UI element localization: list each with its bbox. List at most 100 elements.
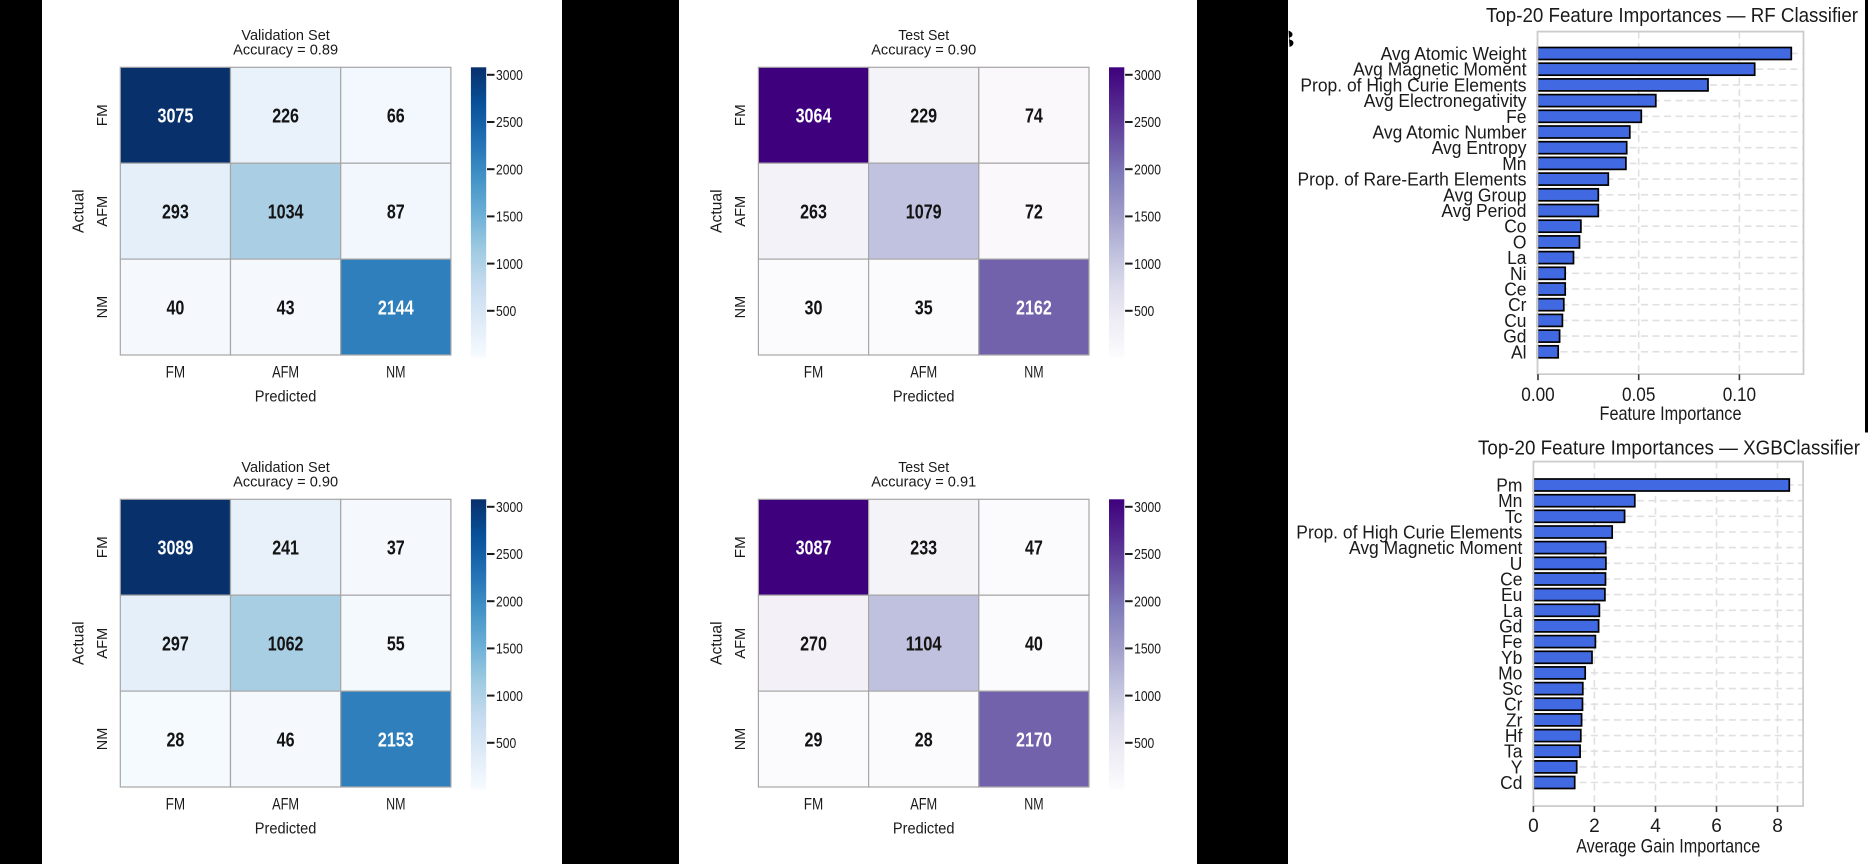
svg-text:Validation Set: Validation Set: [241, 459, 330, 476]
svg-text:Gd: Gd: [1503, 327, 1526, 347]
svg-text:AFM: AFM: [732, 628, 749, 659]
svg-text:Prop. of Rare-Earth Elements: Prop. of Rare-Earth Elements: [1298, 170, 1527, 190]
svg-text:1000: 1000: [496, 257, 523, 273]
svg-text:2000: 2000: [496, 162, 523, 178]
svg-text:43: 43: [277, 297, 295, 319]
svg-text:NM: NM: [732, 296, 749, 319]
svg-text:Gd: Gd: [1499, 616, 1522, 636]
svg-text:Predicted: Predicted: [893, 388, 955, 405]
svg-text:3000: 3000: [496, 68, 523, 84]
svg-text:2500: 2500: [1134, 115, 1161, 131]
svg-text:263: 263: [800, 202, 827, 224]
svg-text:270: 270: [800, 634, 827, 656]
svg-text:FM: FM: [732, 104, 749, 126]
svg-text:Accuracy = 0.90: Accuracy = 0.90: [871, 42, 976, 59]
svg-text:46: 46: [277, 729, 295, 751]
svg-text:2000: 2000: [1134, 594, 1161, 610]
svg-text:Predicted: Predicted: [255, 820, 317, 837]
svg-text:FM: FM: [94, 536, 111, 558]
svg-text:FM: FM: [166, 796, 186, 814]
svg-text:Co: Co: [1504, 217, 1526, 237]
svg-text:1500: 1500: [496, 210, 523, 226]
svg-text:8: 8: [1772, 816, 1783, 837]
svg-text:1104: 1104: [906, 634, 943, 656]
svg-text:Ce: Ce: [1504, 280, 1526, 300]
svg-text:2144: 2144: [378, 297, 414, 319]
svg-text:2500: 2500: [496, 547, 523, 563]
svg-text:2500: 2500: [496, 115, 523, 131]
svg-text:Mn: Mn: [1498, 491, 1522, 511]
svg-text:3000: 3000: [1134, 500, 1161, 516]
svg-text:500: 500: [1134, 736, 1154, 752]
svg-text:233: 233: [910, 538, 937, 560]
svg-text:Accuracy = 0.91: Accuracy = 0.91: [871, 474, 976, 491]
svg-text:2170: 2170: [1016, 729, 1052, 751]
svg-text:29: 29: [805, 729, 823, 751]
svg-text:Cr: Cr: [1504, 695, 1522, 715]
svg-text:87: 87: [387, 202, 405, 224]
svg-text:226: 226: [272, 106, 299, 128]
svg-text:AFM: AFM: [272, 796, 299, 814]
svg-text:FM: FM: [732, 536, 749, 558]
svg-text:Prop. of High Curie Elements: Prop. of High Curie Elements: [1300, 75, 1526, 95]
svg-text:72: 72: [1025, 202, 1043, 224]
svg-text:47: 47: [1025, 538, 1043, 560]
svg-text:1500: 1500: [1134, 642, 1161, 658]
svg-text:Eu: Eu: [1501, 585, 1522, 605]
svg-text:Tc: Tc: [1505, 507, 1523, 527]
svg-text:1000: 1000: [1134, 257, 1161, 273]
svg-text:Cr: Cr: [1508, 295, 1526, 315]
svg-text:Actual: Actual: [709, 189, 726, 233]
svg-text:Actual: Actual: [71, 189, 88, 233]
svg-text:Prop. of High Curie Elements: Prop. of High Curie Elements: [1296, 523, 1522, 543]
svg-text:Actual: Actual: [709, 621, 726, 665]
svg-text:FM: FM: [166, 364, 186, 382]
svg-text:55: 55: [387, 634, 405, 656]
svg-text:U: U: [1510, 554, 1523, 574]
svg-text:Test Set: Test Set: [898, 27, 950, 44]
svg-text:Predicted: Predicted: [255, 388, 317, 405]
svg-text:1062: 1062: [268, 634, 304, 656]
svg-text:NM: NM: [386, 364, 405, 382]
svg-text:Ce: Ce: [1500, 570, 1522, 590]
svg-text:NM: NM: [94, 296, 111, 319]
svg-text:3000: 3000: [1134, 68, 1161, 84]
svg-text:30: 30: [805, 297, 823, 319]
svg-text:Fe: Fe: [1506, 107, 1526, 127]
svg-text:1034: 1034: [268, 202, 304, 224]
svg-text:O: O: [1513, 232, 1527, 252]
svg-text:3075: 3075: [158, 106, 194, 128]
svg-text:28: 28: [915, 729, 933, 751]
svg-text:Feature Importance: Feature Importance: [1600, 403, 1742, 425]
svg-text:1500: 1500: [496, 642, 523, 658]
svg-text:2000: 2000: [1134, 162, 1161, 178]
svg-text:500: 500: [496, 304, 516, 320]
svg-text:FM: FM: [804, 364, 824, 382]
svg-text:AFM: AFM: [732, 196, 749, 227]
svg-text:Hf: Hf: [1505, 726, 1523, 746]
svg-text:Test Set: Test Set: [898, 459, 950, 476]
svg-text:2000: 2000: [496, 594, 523, 610]
svg-text:NM: NM: [386, 796, 405, 814]
svg-text:1000: 1000: [496, 689, 523, 705]
svg-text:297: 297: [162, 634, 189, 656]
svg-text:Predicted: Predicted: [893, 820, 955, 837]
svg-text:NM: NM: [732, 728, 749, 751]
svg-text:FM: FM: [804, 796, 824, 814]
svg-text:Zr: Zr: [1506, 710, 1523, 730]
svg-text:NM: NM: [1024, 796, 1043, 814]
svg-text:Avg Group: Avg Group: [1443, 185, 1526, 205]
svg-text:500: 500: [1134, 304, 1154, 320]
svg-text:Ta: Ta: [1504, 742, 1523, 762]
svg-text:40: 40: [1025, 634, 1043, 656]
svg-text:Mn: Mn: [1502, 154, 1526, 174]
svg-text:Top-20 Feature Importances — R: Top-20 Feature Importances — RF Classifi…: [1486, 5, 1858, 27]
svg-text:NM: NM: [94, 728, 111, 751]
svg-text:Average Gain Importance: Average Gain Importance: [1576, 835, 1760, 857]
svg-text:500: 500: [496, 736, 516, 752]
svg-text:Avg Entropy: Avg Entropy: [1432, 138, 1527, 158]
svg-text:1500: 1500: [1134, 210, 1161, 226]
svg-text:1000: 1000: [1134, 689, 1161, 705]
svg-text:Y: Y: [1511, 757, 1523, 777]
svg-text:Fe: Fe: [1502, 632, 1522, 652]
